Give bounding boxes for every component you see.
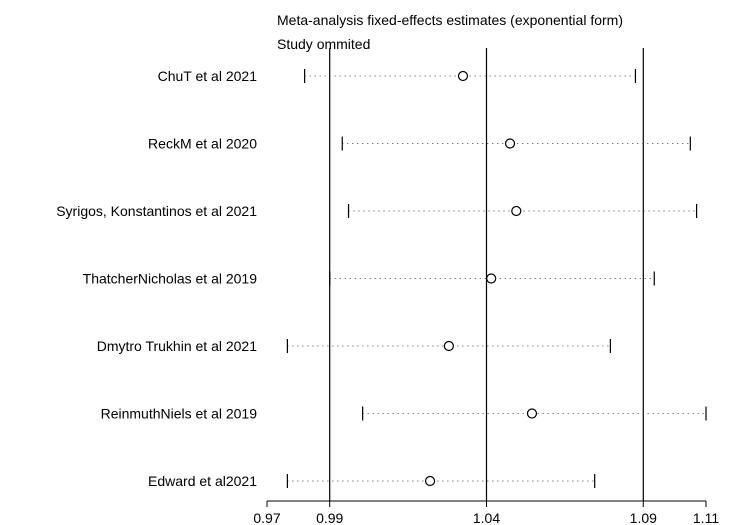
study-label: ChuT et al 2021 [158,68,258,84]
chart-subtitle: Study ommited [277,36,371,52]
study-row: Dmytro Trukhin et al 2021 [97,338,611,354]
point-estimate [504,138,516,149]
study-label: Edward et al2021 [148,473,257,489]
x-tick-label: 0.99 [316,510,343,525]
x-tick-label: 0.97 [253,510,280,525]
study-label: Dmytro Trukhin et al 2021 [97,338,258,354]
point-estimate [511,205,522,217]
study-row: Edward et al2021 [148,473,596,489]
point-estimate [443,340,454,352]
study-row: ThatcherNicholas et al 2019 [83,271,655,287]
x-tick-label: 1.09 [630,510,657,525]
study-label: ReckM et al 2020 [148,136,257,152]
point-estimate [526,408,538,419]
point-estimate [457,70,469,82]
study-label: Syrigos, Konstantinos et al 2021 [56,203,257,219]
study-label: ReinmuthNiels et al 2019 [101,406,258,422]
point-estimate [486,273,497,284]
x-tick-label: 1.04 [473,510,500,525]
study-label: ThatcherNicholas et al 2019 [83,271,258,287]
study-row: Syrigos, Konstantinos et al 2021 [56,203,698,219]
study-row: ChuT et al 2021 [158,68,637,84]
study-row: ReinmuthNiels et al 2019 [101,406,707,422]
x-tick-label: 1.11 [693,510,719,525]
point-estimate [424,475,436,487]
study-row: ReckM et al 2020 [148,136,691,152]
chart-title: Meta-analysis fixed-effects estimates (e… [277,12,623,28]
